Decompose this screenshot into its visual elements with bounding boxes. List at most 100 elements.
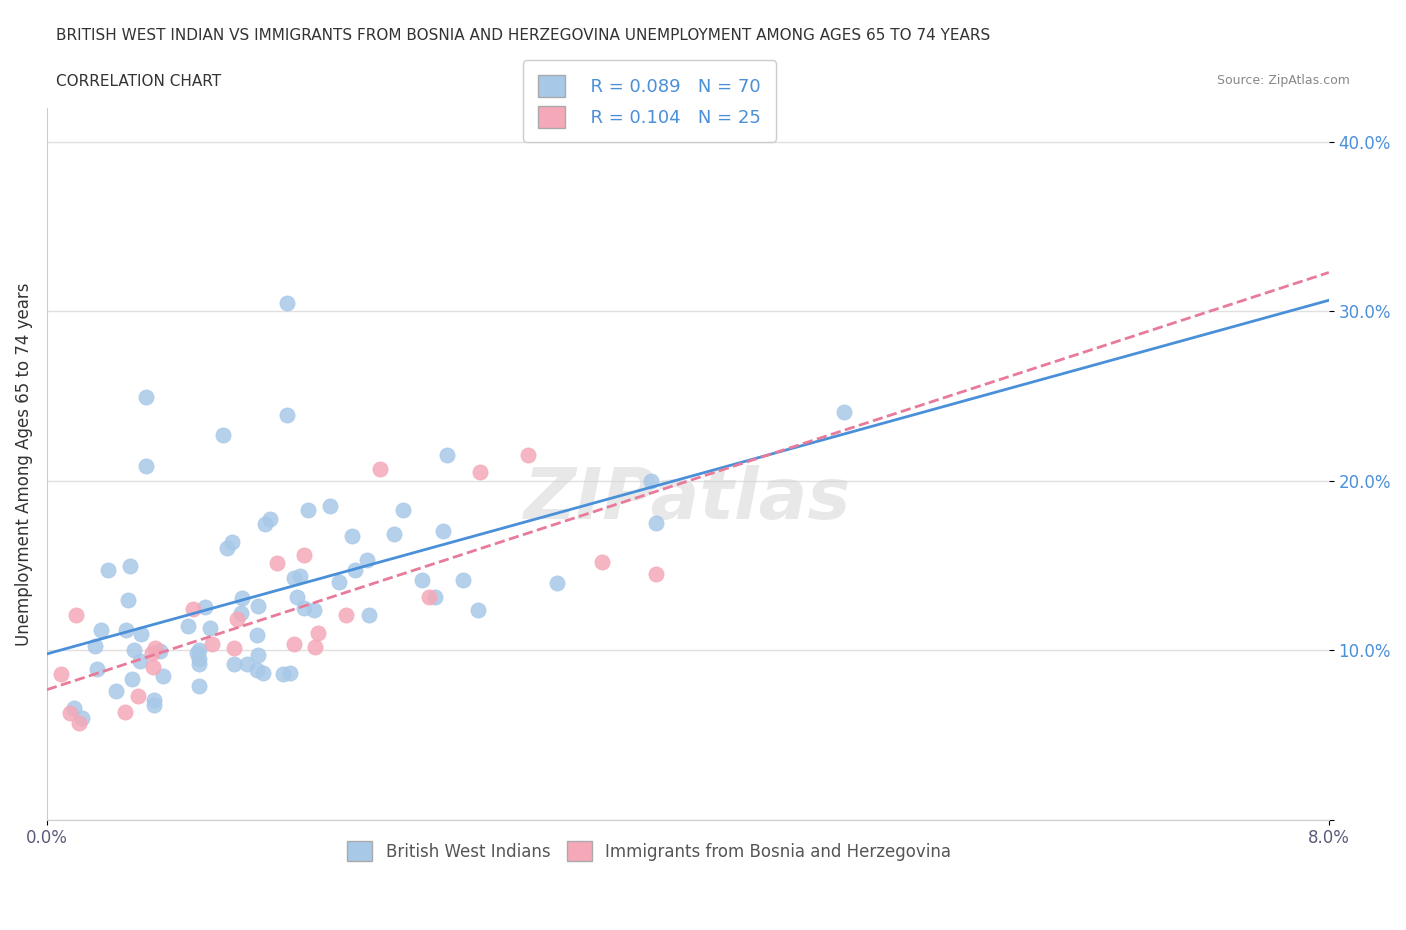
Point <box>319 498 342 513</box>
Point <box>283 571 305 586</box>
Point <box>186 645 208 660</box>
Point <box>217 540 239 555</box>
Point <box>141 645 163 660</box>
Point <box>276 408 298 423</box>
Point <box>236 656 259 671</box>
Point <box>198 620 221 635</box>
Point <box>640 474 662 489</box>
Point <box>135 458 157 473</box>
Point <box>181 601 204 616</box>
Point <box>644 515 666 530</box>
Point <box>359 607 381 622</box>
Legend: British West Indians, Immigrants from Bosnia and Herzegovina: British West Indians, Immigrants from Bo… <box>340 834 957 868</box>
Point <box>129 654 152 669</box>
Point <box>468 464 491 479</box>
Point <box>188 657 211 671</box>
Point <box>59 706 82 721</box>
Point <box>292 548 315 563</box>
Point <box>436 448 458 463</box>
Point <box>278 666 301 681</box>
Point <box>152 669 174 684</box>
Point <box>201 636 224 651</box>
Point <box>391 503 413 518</box>
Point <box>51 667 73 682</box>
Y-axis label: Unemployment Among Ages 65 to 74 years: Unemployment Among Ages 65 to 74 years <box>15 282 32 645</box>
Point <box>224 657 246 671</box>
Point <box>340 528 363 543</box>
Point <box>221 535 243 550</box>
Point <box>285 590 308 604</box>
Point <box>118 559 141 574</box>
Point <box>67 715 90 730</box>
Point <box>97 563 120 578</box>
Point <box>224 641 246 656</box>
Point <box>411 572 433 587</box>
Point <box>418 590 440 604</box>
Point <box>143 698 166 713</box>
Point <box>247 599 270 614</box>
Point <box>546 576 568 591</box>
Point <box>307 626 329 641</box>
Point <box>62 700 84 715</box>
Point <box>297 502 319 517</box>
Point <box>516 448 538 463</box>
Point <box>148 644 170 658</box>
Text: ZIPatlas: ZIPatlas <box>524 465 852 534</box>
Point <box>142 659 165 674</box>
Point <box>176 618 198 633</box>
Point <box>252 666 274 681</box>
Point <box>335 608 357 623</box>
Point <box>344 563 367 578</box>
Point <box>211 428 233 443</box>
Point <box>451 572 474 587</box>
Point <box>104 684 127 698</box>
Text: BRITISH WEST INDIAN VS IMMIGRANTS FROM BOSNIA AND HERZEGOVINA UNEMPLOYMENT AMONG: BRITISH WEST INDIAN VS IMMIGRANTS FROM B… <box>56 28 990 43</box>
Point <box>253 516 276 531</box>
Point <box>246 628 269 643</box>
Point <box>425 589 447 604</box>
Point <box>90 622 112 637</box>
Point <box>246 663 269 678</box>
Point <box>231 591 253 605</box>
Point <box>121 672 143 687</box>
Point <box>226 611 249 626</box>
Point <box>591 554 613 569</box>
Point <box>65 607 87 622</box>
Point <box>644 566 666 581</box>
Point <box>229 605 252 620</box>
Point <box>127 688 149 703</box>
Point <box>384 526 406 541</box>
Point <box>292 600 315 615</box>
Point <box>129 627 152 642</box>
Point <box>432 524 454 538</box>
Point <box>187 651 209 666</box>
Point <box>832 405 855 419</box>
Point <box>114 623 136 638</box>
Point <box>247 647 270 662</box>
Point <box>288 569 311 584</box>
Point <box>276 296 298 311</box>
Point <box>114 704 136 719</box>
Point <box>259 512 281 526</box>
Point <box>117 592 139 607</box>
Point <box>467 602 489 617</box>
Text: Source: ZipAtlas.com: Source: ZipAtlas.com <box>1216 74 1350 87</box>
Point <box>143 692 166 707</box>
Point <box>84 639 107 654</box>
Point <box>194 600 217 615</box>
Point <box>72 711 94 725</box>
Point <box>302 603 325 618</box>
Point <box>328 574 350 589</box>
Point <box>188 643 211 658</box>
Point <box>368 461 391 476</box>
Point <box>271 667 294 682</box>
Point <box>283 637 305 652</box>
Point <box>124 643 146 658</box>
Point <box>86 661 108 676</box>
Point <box>356 552 378 567</box>
Point <box>135 390 157 405</box>
Point <box>304 640 326 655</box>
Text: CORRELATION CHART: CORRELATION CHART <box>56 74 221 89</box>
Point <box>143 641 166 656</box>
Point <box>266 555 288 570</box>
